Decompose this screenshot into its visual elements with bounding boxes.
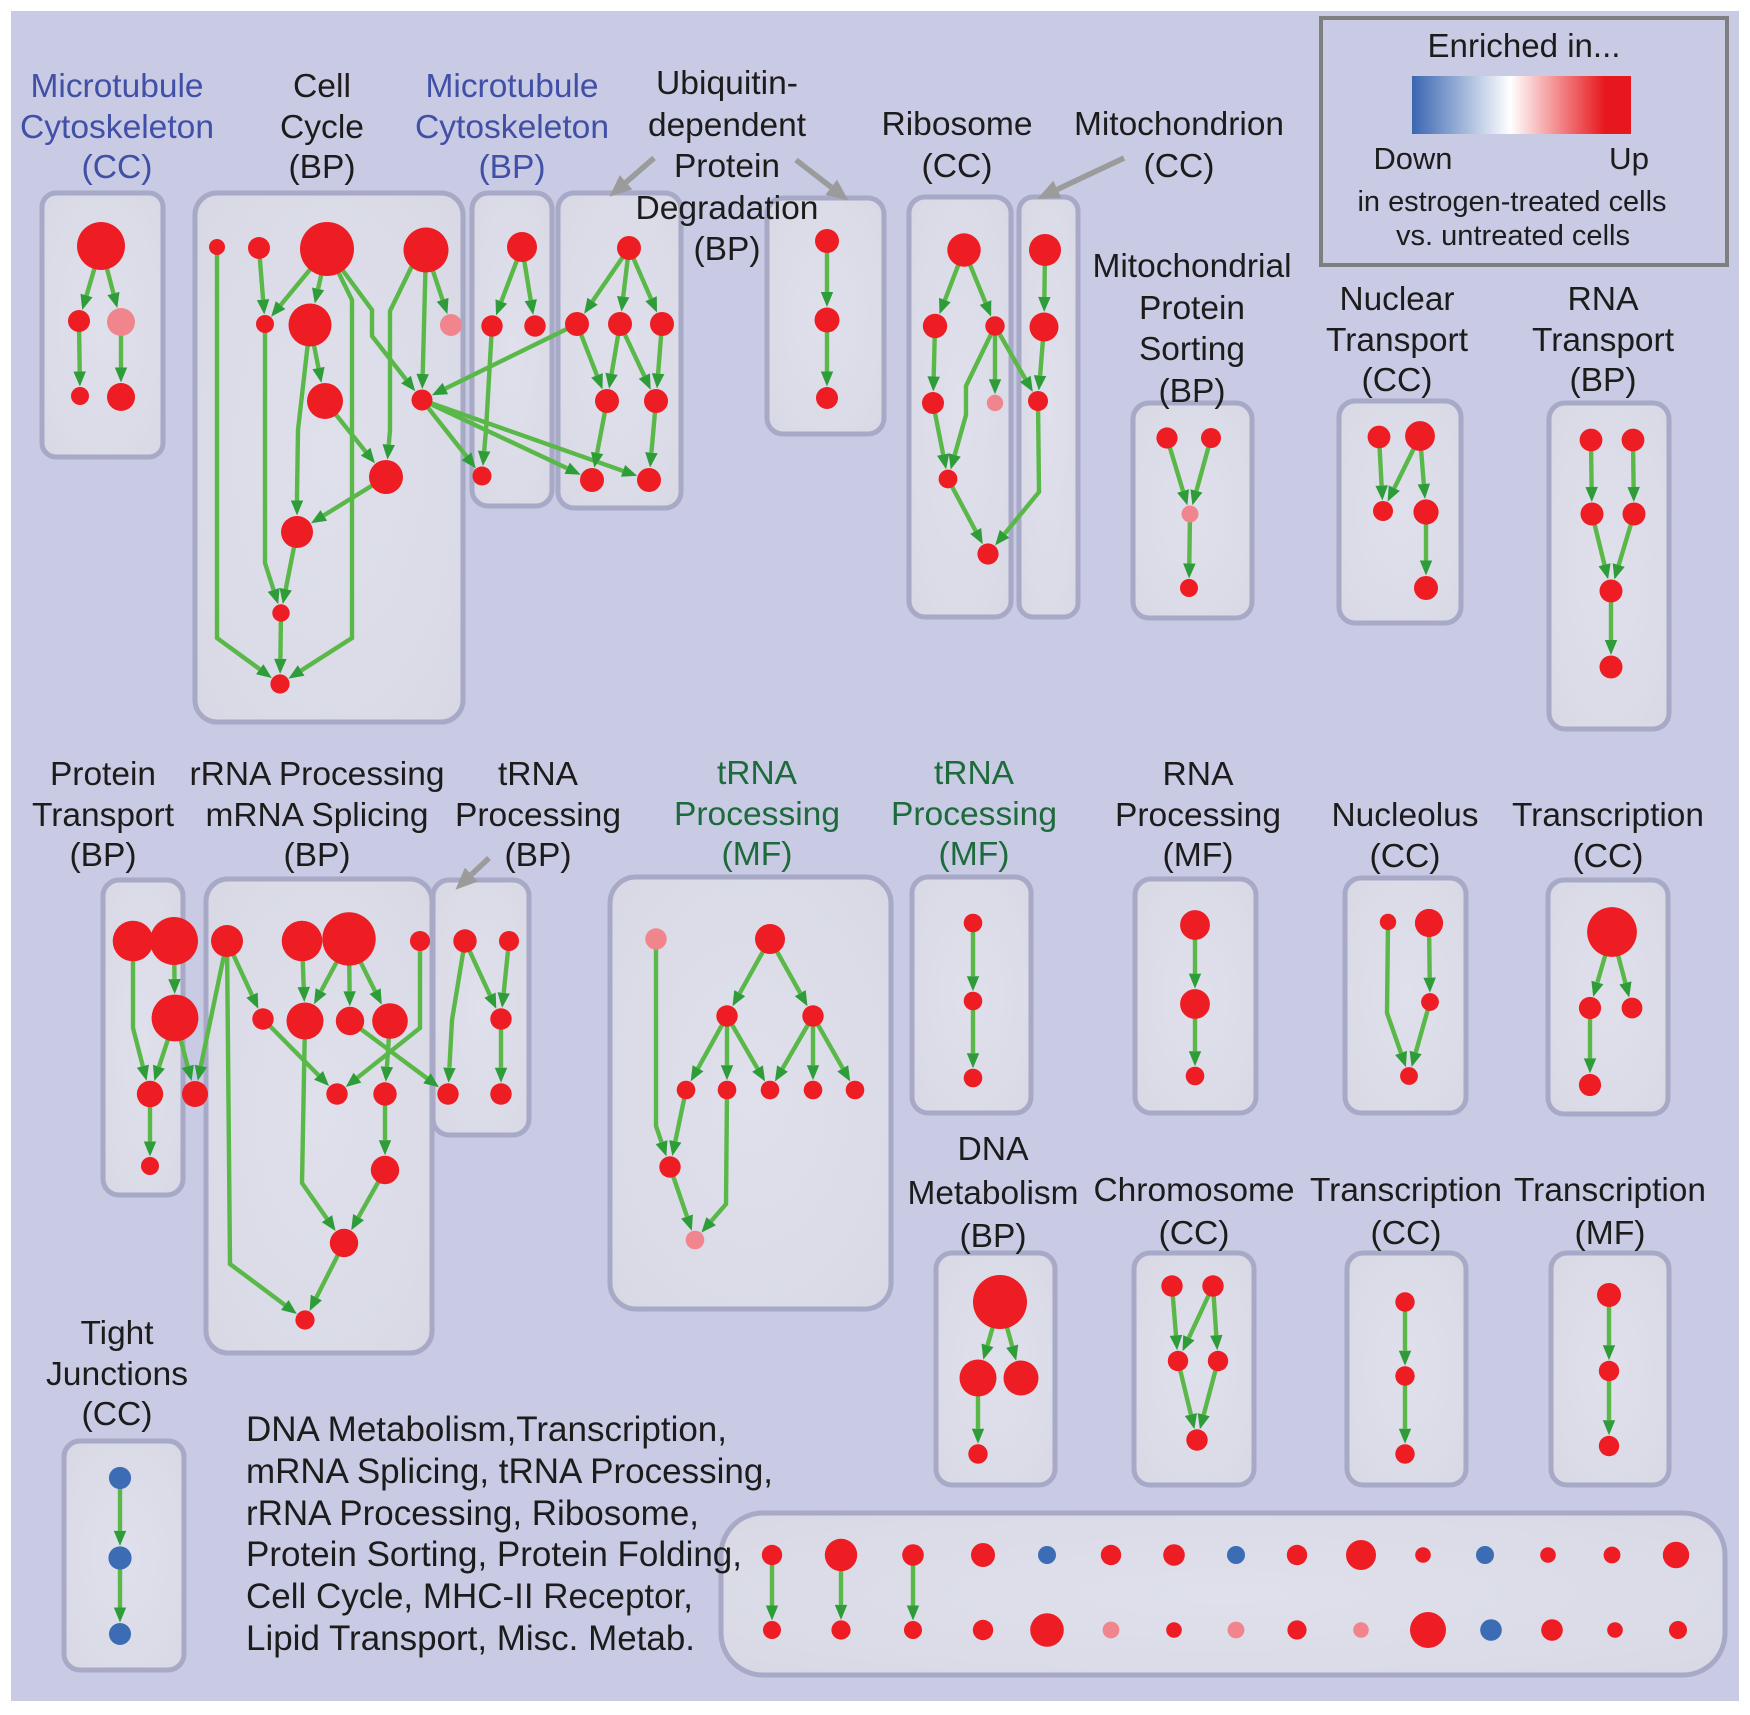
svg-text:dependent: dependent	[648, 107, 807, 144]
svg-text:Metabolism: Metabolism	[908, 1175, 1079, 1212]
svg-text:(CC): (CC)	[1144, 148, 1215, 185]
svg-text:vs. untreated cells: vs. untreated cells	[1396, 220, 1630, 252]
svg-text:Protein Sorting, Protein Foldi: Protein Sorting, Protein Folding,	[246, 1535, 742, 1574]
svg-text:Transcription: Transcription	[1514, 1172, 1706, 1209]
svg-text:(BP): (BP)	[284, 837, 351, 874]
svg-text:mRNA Splicing, tRNA Processing: mRNA Splicing, tRNA Processing,	[246, 1452, 773, 1491]
svg-text:Protein: Protein	[1139, 290, 1245, 327]
svg-text:Junctions: Junctions	[46, 1356, 188, 1393]
svg-text:Nucleolus: Nucleolus	[1332, 797, 1479, 834]
svg-text:tRNA: tRNA	[717, 755, 798, 792]
svg-text:Processing: Processing	[674, 796, 840, 833]
svg-text:(BP): (BP)	[1159, 373, 1226, 410]
svg-text:Microtubule: Microtubule	[31, 68, 204, 105]
svg-text:Transport: Transport	[32, 797, 175, 834]
svg-text:Lipid Transport, Misc. Metab.: Lipid Transport, Misc. Metab.	[246, 1619, 695, 1658]
svg-text:(CC): (CC)	[82, 149, 153, 186]
svg-text:(CC): (CC)	[1573, 838, 1644, 875]
svg-text:Enriched in...: Enriched in...	[1428, 27, 1621, 64]
svg-text:(CC): (CC)	[1370, 838, 1441, 875]
svg-text:Down: Down	[1374, 141, 1453, 176]
svg-text:Ubiquitin-: Ubiquitin-	[656, 65, 798, 102]
svg-text:Transport: Transport	[1326, 322, 1469, 359]
svg-text:tRNA: tRNA	[498, 756, 579, 793]
svg-text:Cycle: Cycle	[280, 109, 364, 146]
svg-text:Cell: Cell	[293, 68, 351, 105]
svg-text:(CC): (CC)	[1362, 362, 1433, 399]
svg-text:(MF): (MF)	[939, 836, 1010, 873]
svg-text:RNA: RNA	[1568, 281, 1640, 318]
svg-text:Cytoskeleton: Cytoskeleton	[20, 109, 214, 146]
svg-text:rRNA Processing: rRNA Processing	[190, 756, 445, 793]
svg-text:Cytoskeleton: Cytoskeleton	[415, 109, 609, 146]
svg-text:(CC): (CC)	[82, 1396, 153, 1433]
svg-text:Processing: Processing	[891, 796, 1057, 833]
svg-text:in estrogen-treated cells: in estrogen-treated cells	[1358, 186, 1667, 218]
svg-text:Degradation: Degradation	[636, 190, 819, 227]
svg-text:Processing: Processing	[455, 797, 621, 834]
svg-text:(MF): (MF)	[1575, 1215, 1646, 1252]
svg-text:(CC): (CC)	[1371, 1215, 1442, 1252]
svg-text:(BP): (BP)	[694, 231, 761, 268]
svg-text:RNA: RNA	[1163, 756, 1235, 793]
svg-text:Sorting: Sorting	[1139, 331, 1245, 368]
svg-text:Ribosome: Ribosome	[882, 106, 1033, 143]
svg-text:(BP): (BP)	[289, 149, 356, 186]
svg-text:mRNA Splicing: mRNA Splicing	[206, 797, 429, 834]
svg-text:(BP): (BP)	[1570, 362, 1637, 399]
svg-text:Mitochondrial: Mitochondrial	[1093, 248, 1292, 285]
svg-text:Nuclear: Nuclear	[1340, 281, 1455, 318]
svg-text:rRNA Processing, Ribosome,: rRNA Processing, Ribosome,	[246, 1494, 699, 1533]
svg-text:Cell Cycle, MHC-II Receptor,: Cell Cycle, MHC-II Receptor,	[246, 1577, 693, 1616]
svg-text:(BP): (BP)	[70, 837, 137, 874]
svg-text:Chromosome: Chromosome	[1094, 1172, 1295, 1209]
svg-text:Up: Up	[1609, 141, 1649, 176]
svg-text:(CC): (CC)	[1159, 1215, 1230, 1252]
svg-text:DNA: DNA	[958, 1131, 1030, 1168]
svg-text:(MF): (MF)	[1163, 837, 1234, 874]
svg-text:(MF): (MF)	[722, 836, 793, 873]
svg-text:(CC): (CC)	[922, 148, 993, 185]
svg-text:Processing: Processing	[1115, 797, 1281, 834]
svg-text:Tight: Tight	[81, 1315, 155, 1352]
svg-text:Microtubule: Microtubule	[426, 68, 599, 105]
svg-text:Transport: Transport	[1532, 322, 1675, 359]
svg-text:Transcription: Transcription	[1310, 1172, 1502, 1209]
svg-text:Transcription: Transcription	[1512, 797, 1704, 834]
svg-text:(BP): (BP)	[505, 837, 572, 874]
svg-text:DNA Metabolism,Transcription,: DNA Metabolism,Transcription,	[246, 1410, 727, 1449]
svg-text:tRNA: tRNA	[934, 755, 1015, 792]
svg-text:(BP): (BP)	[960, 1218, 1027, 1255]
svg-text:(BP): (BP)	[479, 149, 546, 186]
svg-text:Protein: Protein	[674, 148, 780, 185]
svg-text:Protein: Protein	[50, 756, 156, 793]
svg-text:Mitochondrion: Mitochondrion	[1074, 106, 1284, 143]
